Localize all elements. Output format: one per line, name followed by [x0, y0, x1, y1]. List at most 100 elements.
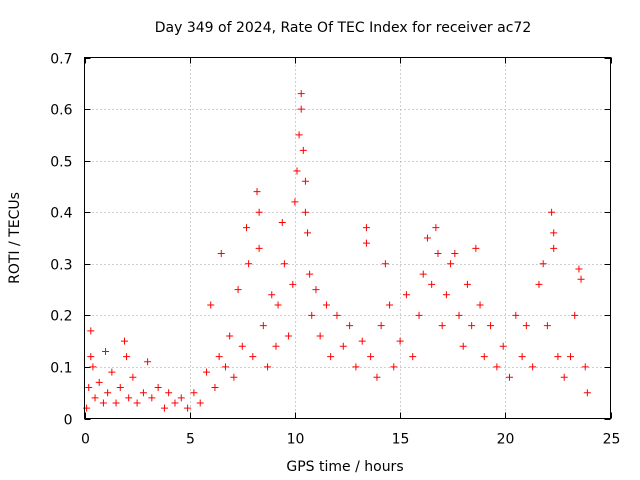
data-point [297, 90, 305, 98]
data-point [362, 239, 370, 247]
data-point [535, 280, 543, 288]
data-point [312, 286, 320, 294]
data-point [381, 260, 389, 268]
data-point [190, 389, 198, 397]
data-point [373, 373, 381, 381]
x-axis-label: GPS time / hours [286, 459, 403, 475]
x-tick-label: 10 [287, 432, 305, 448]
data-point [91, 394, 99, 402]
data-point [459, 342, 467, 350]
chart-title: Day 349 of 2024, Rate Of TEC Index for r… [155, 20, 531, 36]
data-point [316, 332, 324, 340]
data-point [583, 389, 591, 397]
x-tick-label: 20 [497, 432, 515, 448]
data-point [522, 322, 530, 330]
data-point [272, 342, 280, 350]
data-point [184, 404, 192, 412]
data-point [299, 146, 307, 154]
data-point [396, 337, 404, 345]
data-point [428, 280, 436, 288]
data-point [264, 363, 272, 371]
data-point [447, 260, 455, 268]
data-point [217, 249, 225, 257]
data-point [543, 322, 551, 330]
data-point [259, 322, 267, 330]
data-point [529, 363, 537, 371]
data-point [333, 311, 341, 319]
data-point [506, 373, 514, 381]
data-point [125, 394, 133, 402]
data-point [432, 224, 440, 232]
data-point [207, 301, 215, 309]
data-point [554, 353, 562, 361]
y-axis-label: ROTI / TECUs [7, 192, 23, 284]
data-point [123, 353, 131, 361]
y-tick-label: 0.7 [50, 52, 72, 68]
data-point [567, 353, 575, 361]
x-tick-label: 5 [186, 432, 195, 448]
data-point [85, 384, 93, 392]
data-point [487, 322, 495, 330]
data-point [539, 260, 547, 268]
data-point [160, 404, 168, 412]
data-point [560, 373, 568, 381]
data-point [211, 384, 219, 392]
data-point [116, 384, 124, 392]
data-point [234, 286, 242, 294]
data-point [493, 363, 501, 371]
data-point [301, 177, 309, 185]
data-point [301, 208, 309, 216]
data-point [154, 384, 162, 392]
data-point [362, 224, 370, 232]
grid-lines [84, 57, 611, 419]
data-point [386, 301, 394, 309]
data-point [245, 260, 253, 268]
data-point [327, 353, 335, 361]
data-point [289, 280, 297, 288]
data-point [226, 332, 234, 340]
data-point [112, 399, 120, 407]
y-tick-label: 0.3 [50, 258, 72, 274]
data-point [518, 353, 526, 361]
data-point [129, 373, 137, 381]
plot-frame [84, 57, 611, 419]
data-point [291, 198, 299, 206]
data-point [108, 368, 116, 376]
data-point [575, 265, 583, 273]
x-tick-label: 0 [81, 432, 90, 448]
y-tick-label: 0.5 [50, 155, 72, 171]
data-point [238, 342, 246, 350]
data-point [255, 244, 263, 252]
data-point [339, 342, 347, 350]
data-point [472, 244, 480, 252]
tick-labels: 0 5 10 15 20 25 0 0.1 0.2 0.3 0.4 0.5 0.6 0.7 [50, 52, 620, 448]
data-points [83, 90, 591, 412]
data-point [278, 219, 286, 227]
data-point [423, 234, 431, 242]
data-point [139, 389, 147, 397]
y-tick-label: 0.1 [50, 361, 72, 377]
data-point [274, 301, 282, 309]
y-tick-label: 0.4 [50, 206, 72, 222]
y-tick-label: 0.2 [50, 309, 72, 325]
data-point [390, 363, 398, 371]
data-point [346, 322, 354, 330]
data-point [297, 105, 305, 113]
data-point [306, 270, 314, 278]
data-point [196, 399, 204, 407]
data-point [463, 280, 471, 288]
data-point [571, 311, 579, 319]
data-point [419, 270, 427, 278]
data-point [171, 399, 179, 407]
x-tick-label: 15 [392, 432, 410, 448]
data-point [104, 389, 112, 397]
data-point [304, 229, 312, 237]
data-point [581, 363, 589, 371]
data-point [577, 275, 585, 283]
data-point [468, 322, 476, 330]
data-point [451, 249, 459, 257]
data-point [402, 291, 410, 299]
data-point [295, 131, 303, 139]
data-point [102, 347, 110, 355]
